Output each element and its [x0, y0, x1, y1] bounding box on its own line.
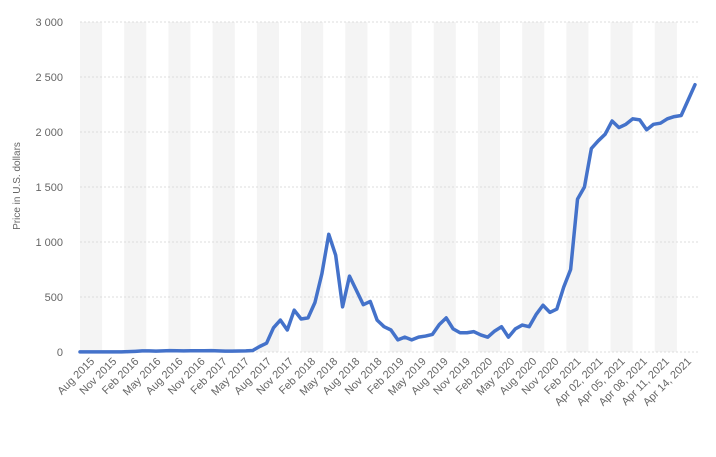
grid-band — [168, 22, 191, 352]
grid-band — [80, 22, 103, 352]
y-tick-label: 0 — [57, 347, 63, 359]
y-tick-label: 500 — [45, 292, 63, 304]
y-tick-label: 1 000 — [35, 237, 63, 249]
grid-band — [212, 22, 235, 352]
grid-band — [124, 22, 147, 352]
y-tick-labels: 0 500 1 000 1 500 2 000 2 500 3 000 — [35, 17, 63, 359]
y-tick-label: 1 500 — [35, 182, 63, 194]
y-tick-label: 2 000 — [35, 127, 63, 139]
y-tick-label: 3 000 — [35, 17, 63, 29]
y-axis-title: Price in U.S. dollars — [12, 142, 23, 230]
y-gridlines — [80, 21, 699, 353]
price-series-line — [78, 82, 697, 354]
y-tick-label: 2 500 — [35, 72, 63, 84]
grid-band — [256, 22, 279, 352]
